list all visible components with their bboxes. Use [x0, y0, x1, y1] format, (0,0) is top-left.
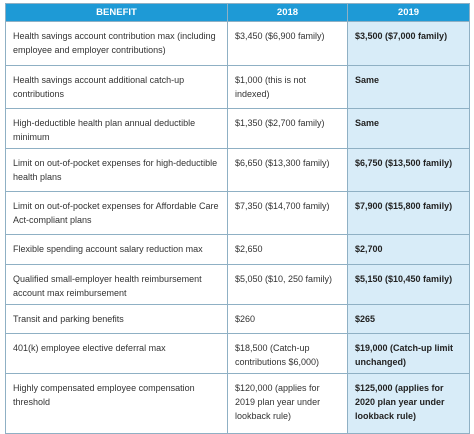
table-cell: Health savings account additional catch-… — [5, 65, 228, 109]
table-cell: Health savings account contribution max … — [5, 21, 228, 66]
table-cell: $120,000 (applies for 2019 plan year und… — [227, 373, 348, 434]
table-cell: Qualified small-employer health reimburs… — [5, 264, 228, 305]
header-cell: 2018 — [227, 3, 348, 22]
table-cell: Highly compensated employee compensation… — [5, 373, 228, 434]
table-cell: $3,450 ($6,900 family) — [227, 21, 348, 66]
table-row: Health savings account additional catch-… — [5, 65, 470, 109]
table-cell: High-deductible health plan annual deduc… — [5, 108, 228, 149]
table-cell: $265 — [347, 304, 470, 334]
table-row: Limit on out-of-pocket expenses for high… — [5, 148, 470, 192]
benefits-table: BENEFIT 2018 2019 Health savings account… — [5, 3, 470, 434]
table-cell: $7,900 ($15,800 family) — [347, 191, 470, 235]
header-cell: 2019 — [347, 3, 470, 22]
table-cell: $2,650 — [227, 234, 348, 265]
table-cell: $18,500 (Catch-up contributions $6,000) — [227, 333, 348, 374]
table-cell: Transit and parking benefits — [5, 304, 228, 334]
table-row: Limit on out-of-pocket expenses for Affo… — [5, 191, 470, 235]
table-cell: $5,050 ($10, 250 family) — [227, 264, 348, 305]
table-cell: $5,150 ($10,450 family) — [347, 264, 470, 305]
table-cell: Limit on out-of-pocket expenses for Affo… — [5, 191, 228, 235]
table-cell: Same — [347, 65, 470, 109]
table-row: Highly compensated employee compensation… — [5, 373, 470, 434]
table-body: Health savings account contribution max … — [5, 21, 470, 434]
table-cell: $125,000 (applies for 2020 plan year und… — [347, 373, 470, 434]
table-row: Transit and parking benefits $260 $265 — [5, 304, 470, 334]
table-cell: Flexible spending account salary reducti… — [5, 234, 228, 265]
table-cell: $2,700 — [347, 234, 470, 265]
table-cell: $6,750 ($13,500 family) — [347, 148, 470, 192]
table-cell: $19,000 (Catch-up limit unchanged) — [347, 333, 470, 374]
header-cell: BENEFIT — [5, 3, 228, 22]
table-cell: $3,500 ($7,000 family) — [347, 21, 470, 66]
table-cell: $260 — [227, 304, 348, 334]
table-row: Qualified small-employer health reimburs… — [5, 264, 470, 305]
table-row: High-deductible health plan annual deduc… — [5, 108, 470, 149]
table-cell: $1,350 ($2,700 family) — [227, 108, 348, 149]
header-row: BENEFIT 2018 2019 — [5, 3, 470, 22]
table-row: Flexible spending account salary reducti… — [5, 234, 470, 265]
table-cell: $7,350 ($14,700 family) — [227, 191, 348, 235]
table-cell: Same — [347, 108, 470, 149]
table-cell: 401(k) employee elective deferral max — [5, 333, 228, 374]
table-cell: $1,000 (this is not indexed) — [227, 65, 348, 109]
table-cell: Limit on out-of-pocket expenses for high… — [5, 148, 228, 192]
table-row: Health savings account contribution max … — [5, 21, 470, 66]
table-cell: $6,650 ($13,300 family) — [227, 148, 348, 192]
table-row: 401(k) employee elective deferral max $18… — [5, 333, 470, 374]
